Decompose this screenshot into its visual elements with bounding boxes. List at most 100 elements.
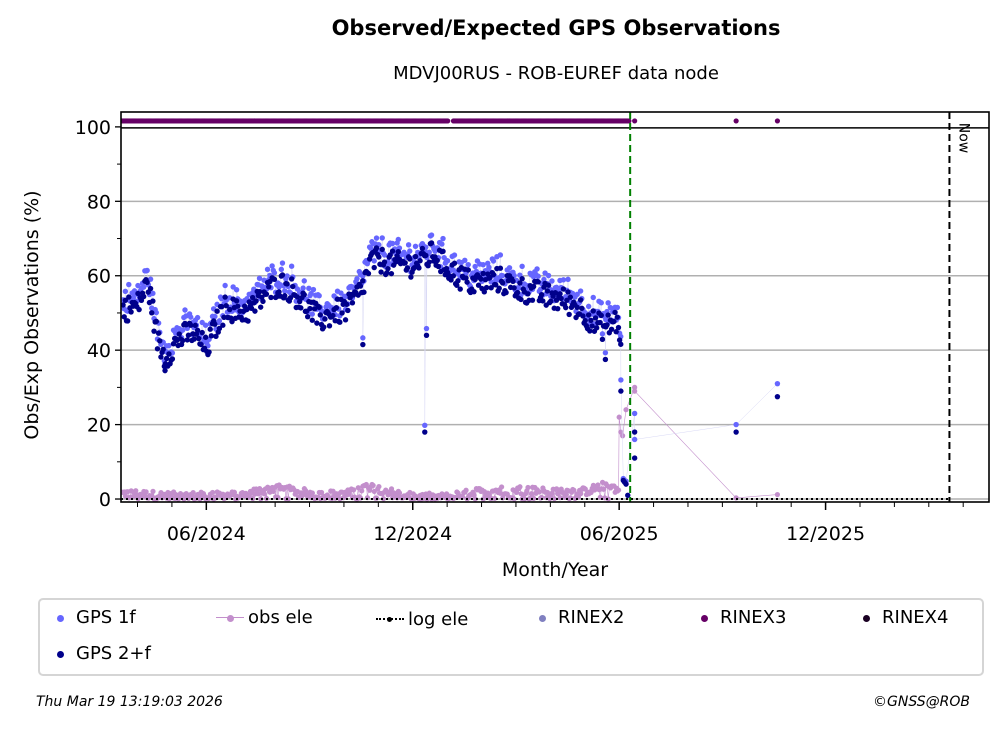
y-axis-label: Obs/Exp Observations (%) [21, 190, 43, 439]
gps-1f-point [306, 285, 312, 292]
gps-2f-point [605, 312, 611, 318]
gps-2f-point [440, 248, 446, 255]
gps-2f-point [378, 269, 384, 275]
obs-ele-point [539, 494, 545, 501]
legend-item-obs-ele: obs ele [216, 606, 313, 630]
gps-2f-point [330, 312, 336, 319]
gps-1f-point [534, 266, 540, 272]
gps-2f-point [544, 288, 551, 294]
legend-marker-rinex3 [701, 615, 708, 622]
gps-1f-point [497, 252, 504, 258]
gps-1f-point [309, 311, 315, 317]
gps-2f-point [490, 271, 497, 278]
obs-ele-point [513, 489, 520, 495]
gps-2f-point [464, 279, 470, 285]
gps-2f-point [141, 293, 147, 300]
gps-2f-point [582, 317, 588, 324]
gps-2f-point [371, 264, 377, 271]
gps-1f-point [153, 309, 160, 316]
rinex3-point [626, 118, 632, 124]
gps-2f-point [593, 325, 600, 331]
gps-2f-point [529, 297, 536, 303]
gps-2f-point [343, 301, 350, 308]
obs-ele-point [605, 496, 611, 502]
gps-2f-point [136, 306, 142, 313]
obs-ele-point [472, 496, 478, 502]
obs-ele-point [181, 496, 187, 502]
gps-1f-point [490, 258, 497, 264]
gps-1f-point [472, 263, 478, 270]
legend-label: GPS 1f [76, 607, 136, 628]
gps-2f-point [613, 329, 619, 335]
gps-1f-point [565, 276, 571, 283]
rinex3-point [774, 118, 781, 124]
gps-2f-point [499, 280, 506, 286]
gps-2f-point [574, 304, 580, 310]
gps-2f-point [564, 297, 570, 303]
gps-2f-point [294, 294, 301, 300]
gps-2f-point [188, 322, 194, 328]
gps-2f-point [282, 293, 288, 299]
obs-ele-point [396, 490, 403, 496]
gps-2f-point [488, 285, 494, 291]
gps-2f-point [144, 279, 150, 286]
gps-2f-point [554, 305, 561, 312]
gps-2f-point [423, 332, 430, 338]
gps-2f-point [222, 294, 228, 300]
legend-marker-rinex4 [863, 615, 870, 622]
gps-2f-point [309, 317, 315, 323]
legend-label: log ele [408, 609, 469, 630]
gps-2f-point [206, 349, 212, 355]
obs-ele-point [632, 388, 638, 394]
obs-ele-point [521, 496, 528, 502]
gps-2f-point [147, 285, 154, 292]
plot-area [121, 118, 950, 502]
obs-ele-point [302, 487, 309, 494]
gps-2f-point [212, 321, 218, 327]
legend-item-gps-2f: GPS 2+f [48, 642, 151, 666]
gps-2f-point [150, 298, 156, 304]
gps-2f-point [257, 304, 264, 310]
gps-1f-point [282, 288, 288, 294]
gps-2f-point [592, 315, 599, 321]
gps-2f-point [279, 272, 286, 278]
gps-2f-point [388, 270, 395, 277]
gps-2f-point [121, 314, 127, 320]
gps-2f-point [631, 429, 638, 435]
gps-1f-point [585, 303, 592, 310]
gps-2f-point [612, 309, 618, 316]
gps-1f-point [440, 235, 446, 242]
gps-1f-point [462, 257, 468, 263]
gps-1f-point [428, 232, 435, 238]
gps-2f-point [598, 312, 604, 319]
obs-ele-point [578, 491, 584, 497]
gps-2f-point [558, 295, 564, 302]
gps-2f-point [121, 302, 126, 308]
gps-2f-point [493, 282, 499, 288]
obs-ele-point [318, 489, 325, 496]
gps-2f-point [333, 305, 340, 311]
gps-2f-point [337, 319, 343, 325]
gps-2f-point [246, 299, 252, 305]
gps-2f-point [326, 323, 333, 329]
gps-1f-point [233, 287, 240, 293]
gps-2f-point [288, 276, 295, 282]
gps-2f-point [563, 304, 569, 311]
obs-ele-point [370, 482, 376, 489]
obs-ele-point [231, 489, 238, 495]
gps-1f-point [422, 422, 428, 429]
gps-1f-point [179, 327, 186, 333]
gps-2f-point [774, 393, 781, 400]
obs-ele-line [121, 387, 778, 501]
gps-2f-point [567, 294, 574, 300]
gps-2f-point [423, 252, 429, 259]
legend-marker-gps-1f [57, 615, 64, 622]
gps-2f-point [235, 303, 241, 309]
gps-2f-point [538, 292, 545, 298]
gps-2f-point [207, 326, 213, 332]
gps-1f-point [126, 281, 132, 288]
gps-2f-point [480, 270, 486, 277]
obs-ele-point [632, 384, 638, 390]
gps-1f-point [423, 325, 430, 332]
gps-2f-point [179, 337, 186, 344]
